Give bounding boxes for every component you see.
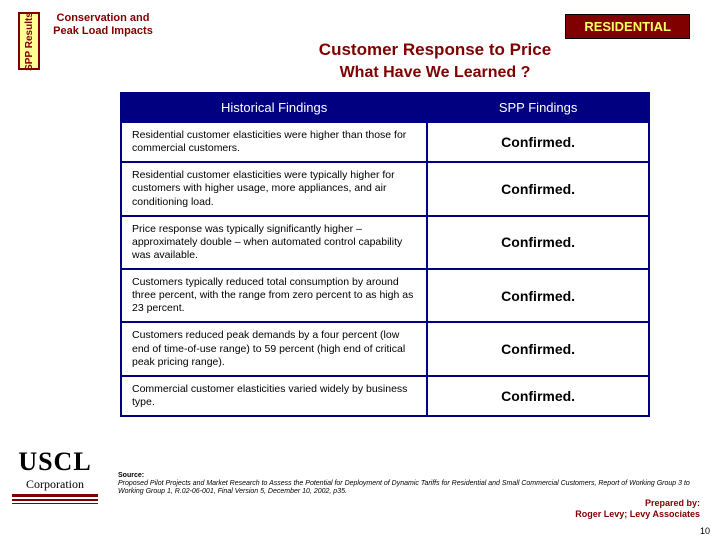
prepared-line-1: Prepared by:: [575, 498, 700, 509]
spp-finding: Confirmed.: [427, 122, 649, 162]
source-label: Source:: [118, 472, 144, 479]
historical-finding: Commercial customer elasticities varied …: [121, 376, 427, 416]
prepared-line-2: Roger Levy; Levy Associates: [575, 509, 700, 520]
source-citation: Source: Proposed Pilot Projects and Mark…: [118, 472, 700, 496]
table-row: Residential customer elasticities were h…: [121, 122, 649, 162]
spp-finding: Confirmed.: [427, 376, 649, 416]
spp-results-label: SPP Results: [24, 12, 35, 71]
findings-table: Historical Findings SPP Findings Residen…: [120, 92, 650, 417]
historical-finding: Customers reduced peak demands by a four…: [121, 322, 427, 375]
uscl-logo: USCL Corporation: [12, 447, 98, 506]
spp-finding: Confirmed.: [427, 269, 649, 322]
table-row: Customers reduced peak demands by a four…: [121, 322, 649, 375]
page-number: 10: [700, 526, 710, 536]
col-header-historical: Historical Findings: [121, 93, 427, 122]
logo-name: USCL: [12, 447, 98, 477]
title-line-2: What Have We Learned ?: [200, 64, 670, 82]
title-line-1: Customer Response to Price: [200, 40, 670, 60]
historical-finding: Residential customer elasticities were t…: [121, 162, 427, 215]
spp-finding: Confirmed.: [427, 322, 649, 375]
source-text: Proposed Pilot Projects and Market Resea…: [118, 480, 690, 495]
table-row: Commercial customer elasticities varied …: [121, 376, 649, 416]
logo-subtitle: Corporation: [12, 477, 98, 492]
prepared-by: Prepared by: Roger Levy; Levy Associates: [575, 498, 700, 521]
historical-finding: Residential customer elasticities were h…: [121, 122, 427, 162]
col-header-spp: SPP Findings: [427, 93, 649, 122]
logo-bars-icon: [12, 494, 98, 504]
historical-finding: Customers typically reduced total consum…: [121, 269, 427, 322]
table-row: Residential customer elasticities were t…: [121, 162, 649, 215]
spp-results-tab: SPP Results: [18, 12, 40, 70]
residential-badge: RESIDENTIAL: [565, 14, 690, 39]
spp-finding: Confirmed.: [427, 216, 649, 269]
conservation-heading: Conservation and Peak Load Impacts: [48, 12, 158, 38]
spp-finding: Confirmed.: [427, 162, 649, 215]
table-row: Customers typically reduced total consum…: [121, 269, 649, 322]
historical-finding: Price response was typically significant…: [121, 216, 427, 269]
table-row: Price response was typically significant…: [121, 216, 649, 269]
